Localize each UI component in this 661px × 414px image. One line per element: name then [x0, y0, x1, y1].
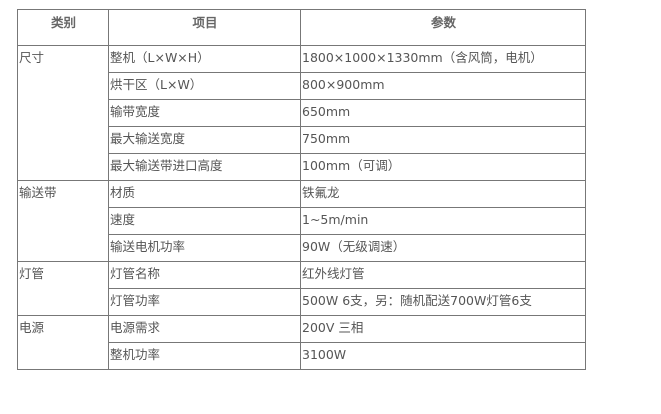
table-row: 输送带 材质 铁氟龙	[17, 180, 586, 262]
table-row: 电源 电源需求 200V 三相	[17, 315, 586, 370]
value-cell: 500W 6支，另：随机配送700W灯管6支	[300, 288, 586, 316]
value-cell: 200V 三相	[300, 315, 586, 343]
item-cell: 整机功率	[108, 342, 301, 370]
value-cell: 3100W	[300, 342, 586, 370]
table-row: 整机功率 3100W	[18, 342, 586, 370]
item-cell: 材质	[108, 180, 301, 208]
header-row: 类别 项目 参数	[17, 9, 586, 46]
value-cell: 90W（无级调速）	[300, 234, 586, 262]
table-row: 灯管功率 500W 6支，另：随机配送700W灯管6支	[18, 288, 586, 316]
value-cell: 1800×1000×1330mm（含风筒，电机）	[300, 45, 586, 73]
item-cell: 电源需求	[108, 315, 301, 343]
item-cell: 最大输送宽度	[108, 126, 301, 154]
value-cell: 红外线灯管	[300, 261, 586, 289]
item-cell: 整机（L×W×H）	[108, 45, 301, 73]
item-cell: 灯管功率	[108, 288, 301, 316]
header-value: 参数	[300, 9, 586, 46]
spec-table: 类别 项目 参数 尺寸 整机（L×W×H） 1800×1000×1330mm（含风筒…	[17, 9, 586, 370]
value-cell: 100mm（可调）	[300, 153, 586, 181]
header-category: 类别	[17, 9, 109, 46]
category-cell: 尺寸	[17, 45, 109, 181]
table-row: 烘干区（L×W） 800×900mm	[18, 72, 586, 100]
category-cell: 电源	[17, 315, 109, 370]
value-cell: 800×900mm	[300, 72, 586, 100]
table-row: 最大输送宽度 750mm	[18, 126, 586, 154]
value-cell: 650mm	[300, 99, 586, 127]
table-row: 尺寸 整机（L×W×H） 1800×1000×1330mm（含风筒，电机）	[17, 45, 586, 181]
table-row: 输带宽度 650mm	[18, 99, 586, 127]
header-item: 项目	[108, 9, 301, 46]
category-cell: 灯管	[17, 261, 109, 316]
category-cell: 输送带	[17, 180, 109, 262]
item-cell: 速度	[108, 207, 301, 235]
item-cell: 输送电机功率	[108, 234, 301, 262]
item-cell: 最大输送带进口高度	[108, 153, 301, 181]
value-cell: 750mm	[300, 126, 586, 154]
table-row: 最大输送带进口高度 100mm（可调）	[18, 153, 586, 181]
item-cell: 灯管名称	[108, 261, 301, 289]
item-cell: 输带宽度	[108, 99, 301, 127]
item-cell: 烘干区（L×W）	[108, 72, 301, 100]
table-row: 速度 1~5m/min	[18, 207, 586, 235]
value-cell: 1~5m/min	[300, 207, 586, 235]
table-row: 输送电机功率 90W（无级调速）	[18, 234, 586, 262]
value-cell: 铁氟龙	[300, 180, 586, 208]
table-row: 灯管 灯管名称 红外线灯管	[17, 261, 586, 316]
